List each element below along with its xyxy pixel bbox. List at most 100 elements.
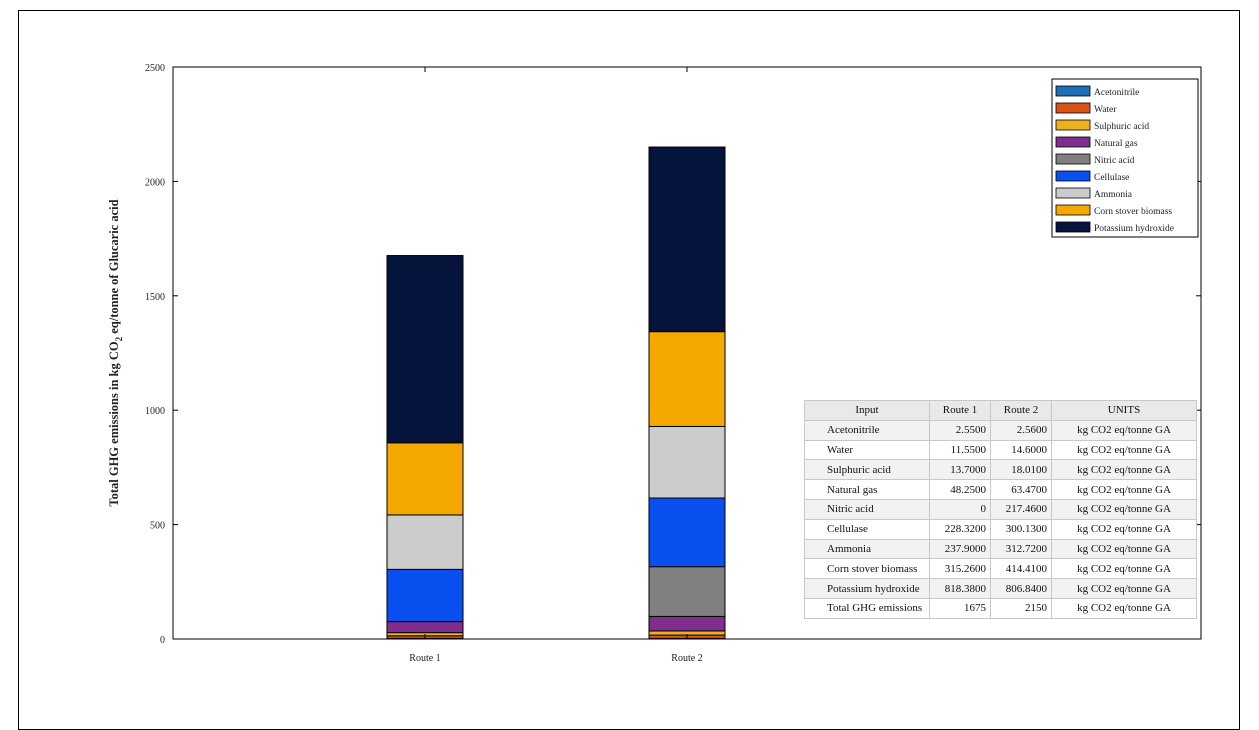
table-body: Acetonitrile 2.5500 2.5600 kg CO2 eq/tonne … [804, 419, 1197, 619]
y-tick-label: 2500 [145, 63, 165, 74]
bar-segment [386, 442, 464, 516]
emissions-table: Input Route 1 Route 2 UNITS Acetonitrile… [804, 400, 1197, 619]
cell-units: kg CO2 eq/tonne GA [1051, 578, 1197, 599]
x-tick-label: Route 2 [671, 653, 702, 664]
table-header-row: Input Route 1 Route 2 UNITS [804, 400, 1197, 421]
bar-segment [386, 568, 464, 623]
legend-label: Cellulase [1094, 173, 1129, 183]
y-tick-label: 0 [160, 635, 165, 646]
cell-route-2: 414.4100 [990, 558, 1052, 580]
legend-label: Sulphuric acid [1094, 122, 1149, 132]
legend-swatch [1055, 187, 1091, 199]
cell-route-1: 818.3800 [929, 578, 991, 599]
cell-route-2: 217.4600 [990, 498, 1052, 520]
cell-units: kg CO2 eq/tonne GA [1051, 479, 1197, 500]
header-input: Input [804, 400, 930, 421]
y-tick-label: 2000 [145, 177, 165, 188]
cell-units: kg CO2 eq/tonne GA [1051, 558, 1197, 580]
table-row: Corn stover biomass 315.2600 414.4100 kg CO… [804, 558, 1197, 580]
x-tick-label: Route 1 [409, 653, 440, 664]
table-row: Water 11.5500 14.6000 kg CO2 eq/tonne GA [804, 439, 1197, 461]
cell-units: kg CO2 eq/tonne GA [1051, 419, 1197, 441]
bar-segment [648, 615, 726, 632]
cell-route-1: 315.2600 [929, 558, 991, 580]
legend-swatch [1055, 119, 1091, 131]
cell-route-2: 806.8400 [990, 578, 1052, 599]
table-row: Total GHG emissions 1675 2150 kg CO2 eq/ton… [804, 597, 1197, 619]
legend-swatch [1055, 170, 1091, 182]
bar-segment [648, 425, 726, 499]
table-row: Ammonia 237.9000 312.7200 kg CO2 eq/tonne G… [804, 538, 1197, 560]
cell-input: Cellulase [804, 518, 930, 540]
cell-input: Natural gas [804, 479, 930, 500]
cell-input: Acetonitrile [804, 419, 930, 441]
bar-segment [648, 566, 726, 617]
cell-units: kg CO2 eq/tonne GA [1051, 538, 1197, 560]
cell-route-1: 228.3200 [929, 518, 991, 540]
cell-input: Potassium hydroxide [804, 578, 930, 599]
cell-units: kg CO2 eq/tonne GA [1051, 459, 1197, 481]
cell-input: Corn stover biomass [804, 558, 930, 580]
legend-swatch [1055, 153, 1091, 165]
cell-units: kg CO2 eq/tonne GA [1051, 498, 1197, 520]
table-row: Natural gas 48.2500 63.4700 kg CO2 eq/tonne… [804, 479, 1197, 500]
cell-route-2: 2.5600 [990, 419, 1052, 441]
legend-label: Corn stover biomass [1094, 207, 1172, 217]
cell-route-2: 300.1300 [990, 518, 1052, 540]
cell-route-1: 0 [929, 498, 991, 520]
header-route-2: Route 2 [990, 400, 1052, 421]
y-tick-label: 500 [150, 521, 165, 532]
table-row: Cellulase 228.3200 300.1300 kg CO2 eq/tonne… [804, 518, 1197, 540]
legend-swatch [1055, 204, 1091, 216]
cell-units: kg CO2 eq/tonne GA [1051, 597, 1197, 619]
cell-units: kg CO2 eq/tonne GA [1051, 439, 1197, 461]
y-tick-label: 1500 [145, 292, 165, 303]
cell-route-2: 312.7200 [990, 538, 1052, 560]
bar-segment [386, 514, 464, 570]
y-axis-label-main: Total GHG emissions in kg CO [107, 341, 121, 506]
cell-route-1: 48.2500 [929, 479, 991, 500]
legend-swatch [1055, 136, 1091, 148]
x-axis-ticks: Route 1 Route 2 [409, 67, 703, 664]
cell-input: Sulphuric acid [804, 459, 930, 481]
cell-route-2: 63.4700 [990, 479, 1052, 500]
bar-segment [386, 255, 464, 444]
cell-route-2: 14.6000 [990, 439, 1052, 461]
header-route-1: Route 1 [929, 400, 991, 421]
header-units: UNITS [1051, 400, 1197, 421]
table-row: Potassium hydroxide 818.3800 806.8400 kg CO… [804, 578, 1197, 599]
cell-input: Ammonia [804, 538, 930, 560]
legend-swatch [1055, 221, 1091, 233]
legend: Acetonitrile Water Sulphuric acid Natural g… [1051, 78, 1199, 238]
y-axis-label-subscript: 2 [114, 336, 124, 341]
cell-units: kg CO2 eq/tonne GA [1051, 518, 1197, 540]
cell-input: Water [804, 439, 930, 461]
cell-route-2: 18.0100 [990, 459, 1052, 481]
legend-label: Acetonitrile [1094, 88, 1139, 98]
cell-route-1: 2.5500 [929, 419, 991, 441]
table-row: Acetonitrile 2.5500 2.5600 kg CO2 eq/tonne … [804, 419, 1197, 441]
y-axis-label: Total GHG emissions in kg CO2 eq/tonne o… [107, 199, 124, 506]
cell-route-1: 11.5500 [929, 439, 991, 461]
legend-label: Nitric acid [1094, 156, 1135, 166]
y-axis-ticks: 0 500 1000 1500 2000 2500 [145, 63, 1201, 646]
bar-segment [648, 497, 726, 568]
legend-swatch [1055, 85, 1091, 97]
y-tick-label: 1000 [145, 406, 165, 417]
cell-route-1: 13.7000 [929, 459, 991, 481]
legend-label: Natural gas [1094, 139, 1138, 149]
cell-route-1: 1675 [929, 597, 991, 619]
cell-route-1: 237.9000 [929, 538, 991, 560]
y-axis-label-suffix: eq/tonne of Glucaric acid [107, 199, 121, 337]
cell-input: Nitric acid [804, 498, 930, 520]
legend-label: Ammonia [1094, 190, 1133, 200]
bar-segment [648, 331, 726, 427]
cell-input: Total GHG emissions [804, 597, 930, 619]
bar-segment [386, 621, 464, 634]
table-row: Nitric acid 0 217.4600 kg CO2 eq/tonne GA [804, 498, 1197, 520]
legend-label: Water [1094, 105, 1117, 115]
cell-route-2: 2150 [990, 597, 1052, 619]
table-row: Sulphuric acid 13.7000 18.0100 kg CO2 eq/to… [804, 459, 1197, 481]
legend-swatch [1055, 102, 1091, 114]
legend-label: Potassium hydroxide [1094, 224, 1174, 234]
